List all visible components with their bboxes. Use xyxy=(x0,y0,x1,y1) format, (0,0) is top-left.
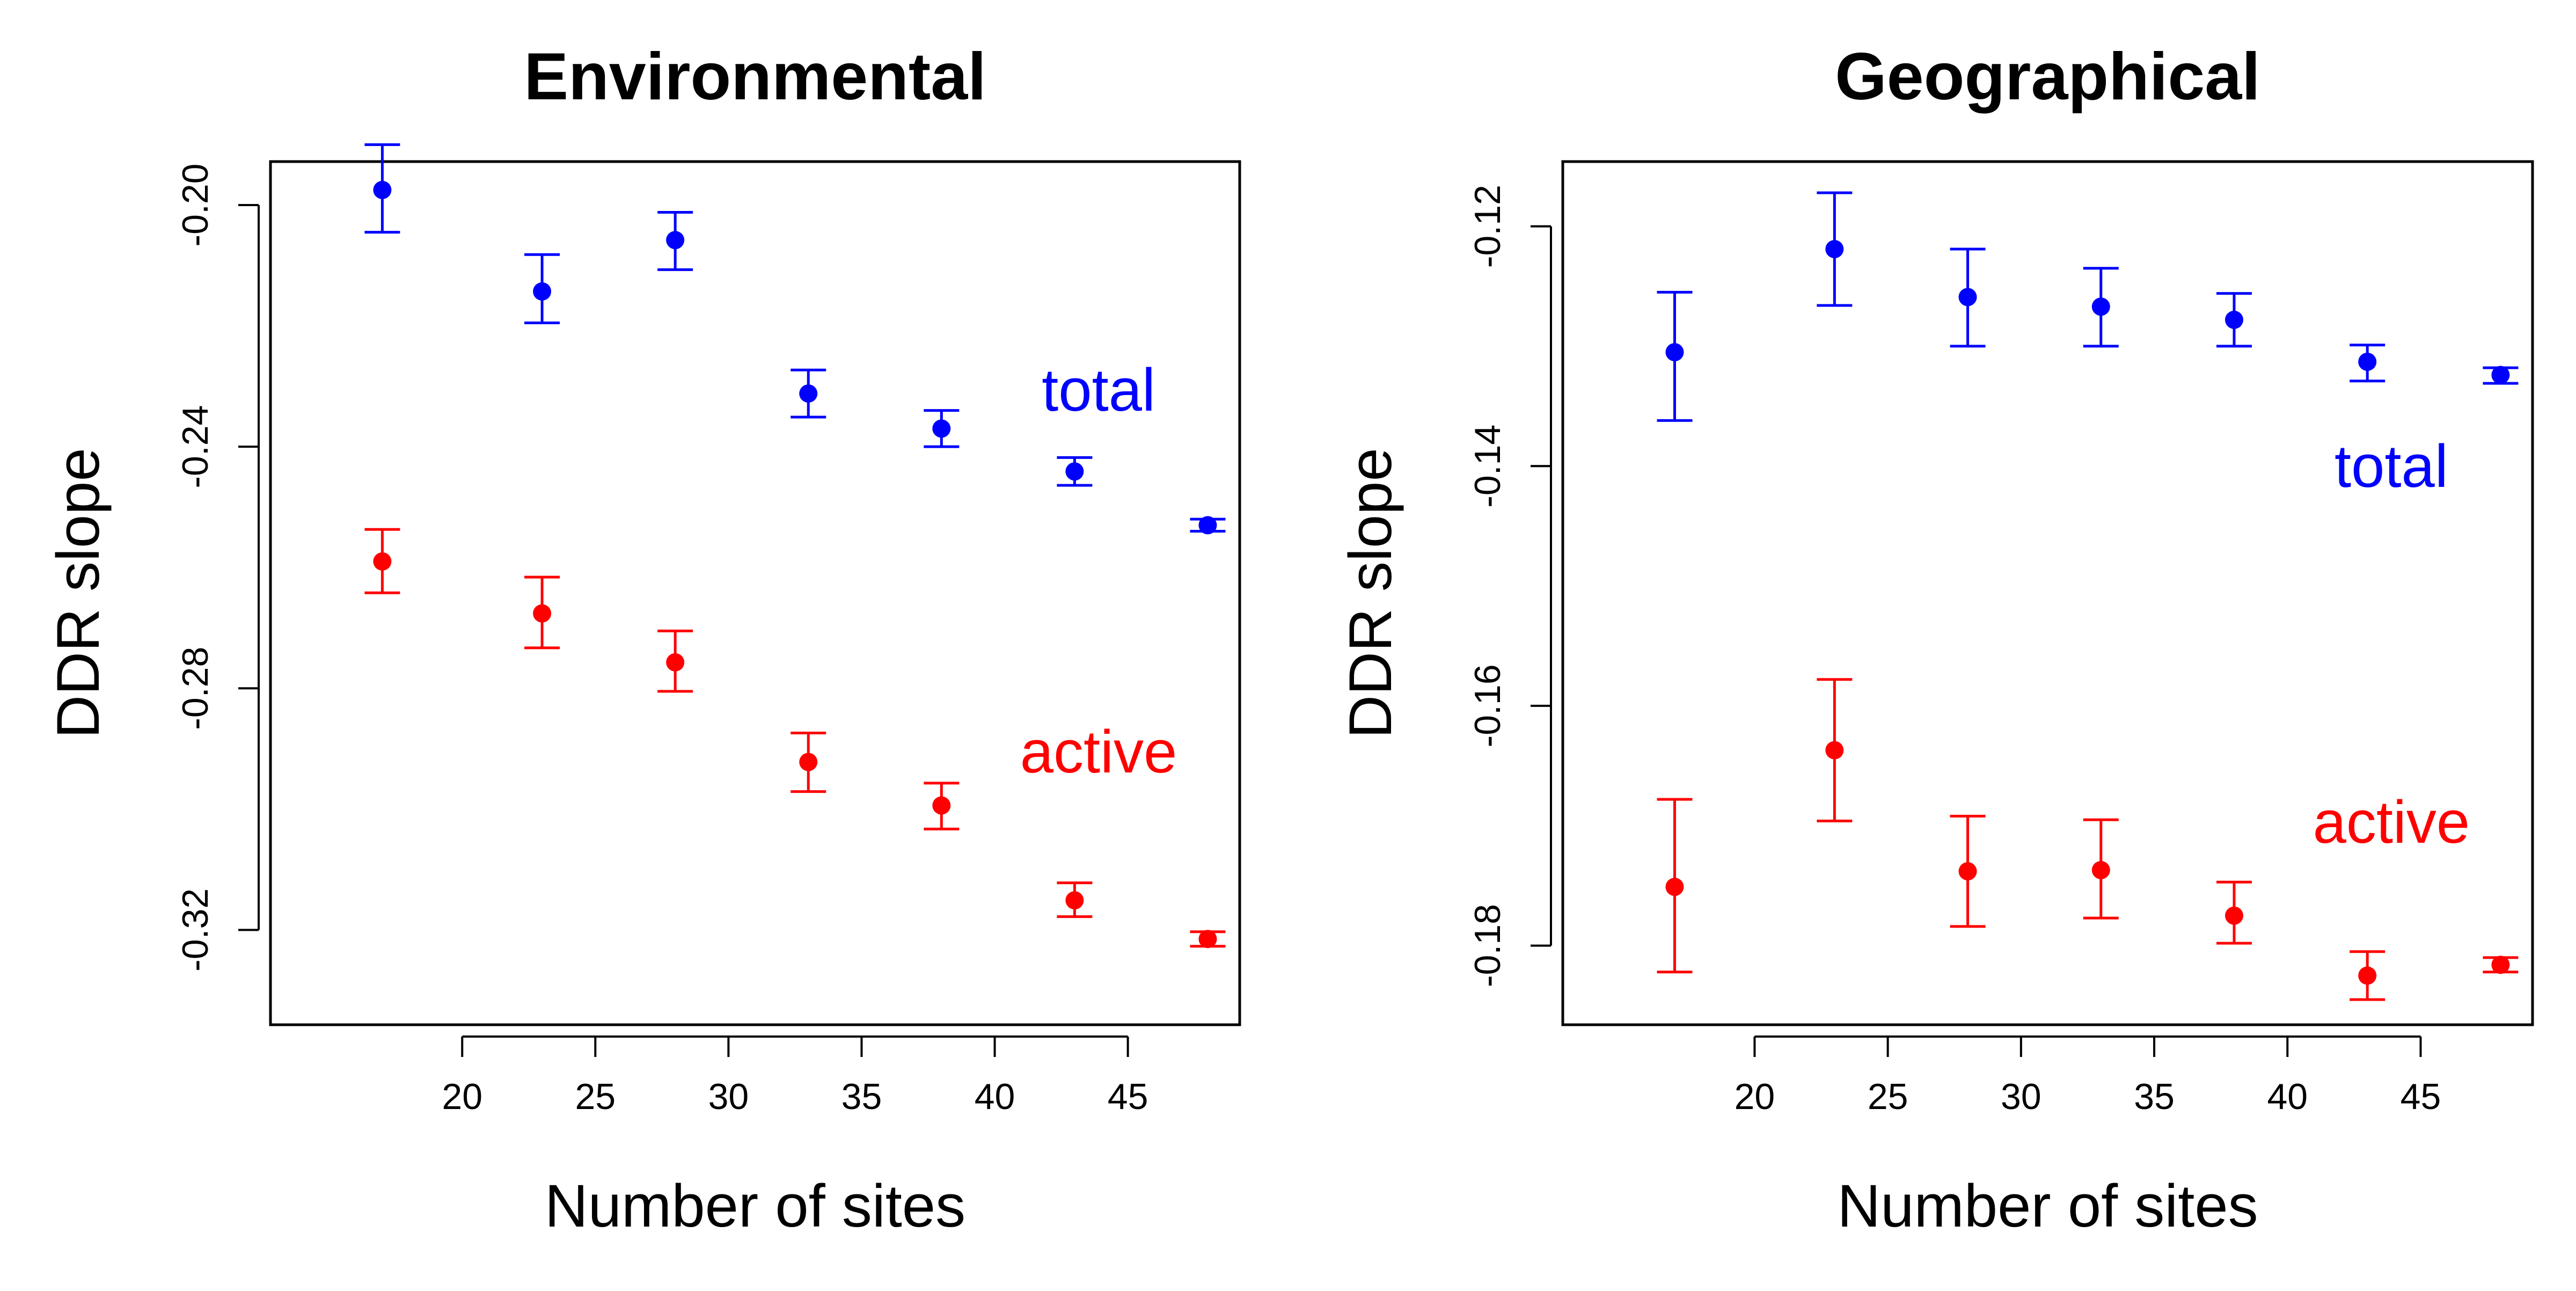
series-label-active: active xyxy=(1020,718,1177,785)
x-axis-label: Number of sites xyxy=(1837,1172,2258,1239)
x-tick-label: 30 xyxy=(708,1076,749,1117)
data-point xyxy=(932,419,951,438)
y-tick-label: -0.16 xyxy=(1467,664,1508,747)
data-point xyxy=(533,282,552,301)
data-point xyxy=(1825,741,1844,760)
plot-frame xyxy=(1561,160,2534,1026)
data-point xyxy=(666,653,685,672)
y-tick-label: -0.24 xyxy=(175,405,216,488)
series-active: active xyxy=(364,528,1226,949)
data-point xyxy=(799,384,818,403)
x-tick-label: 20 xyxy=(442,1076,482,1117)
data-point xyxy=(2225,906,2243,925)
data-point xyxy=(2091,297,2110,316)
data-point xyxy=(666,231,685,250)
x-tick-label: 35 xyxy=(841,1076,882,1117)
x-tick-label: 45 xyxy=(2401,1076,2441,1117)
data-point xyxy=(1065,891,1084,910)
x-tick-label: 40 xyxy=(2267,1076,2308,1117)
x-tick-label: 25 xyxy=(575,1076,616,1117)
data-point xyxy=(1065,462,1084,481)
data-point xyxy=(932,796,951,815)
chart-title: Geographical xyxy=(1835,40,2260,114)
data-point xyxy=(2491,366,2510,384)
plot-frame xyxy=(269,160,1241,1026)
data-point xyxy=(1665,343,1684,362)
x-tick-label: 30 xyxy=(2001,1076,2041,1117)
y-tick-label: -0.20 xyxy=(175,164,216,247)
x-tick-label: 35 xyxy=(2134,1076,2175,1117)
y-tick-label: -0.32 xyxy=(175,888,216,972)
y-tick-label: -0.28 xyxy=(175,647,216,730)
data-point xyxy=(373,552,392,571)
x-tick-label: 20 xyxy=(1735,1076,1775,1117)
chart-panel-0: Environmental 20 25 30 35 40 45 -0.20 -0.24 -0.28… xyxy=(45,40,1241,1239)
data-point xyxy=(1958,862,1977,881)
y-axis-label: DDR slope xyxy=(1337,448,1404,739)
series-label-active: active xyxy=(2313,789,2470,856)
series-label-total: total xyxy=(2334,433,2448,500)
x-tick-label: 25 xyxy=(1868,1076,1908,1117)
data-point xyxy=(1825,240,1844,259)
data-point xyxy=(2358,966,2377,985)
series-total: total xyxy=(364,143,1226,535)
y-tick-label: -0.18 xyxy=(1467,904,1508,987)
data-point xyxy=(2091,860,2110,879)
series-label-total: total xyxy=(1042,356,1155,424)
y-tick-label: -0.14 xyxy=(1467,425,1508,508)
data-point xyxy=(1665,878,1684,896)
series-total: total xyxy=(1657,191,2519,500)
x-tick-label: 40 xyxy=(975,1076,1015,1117)
data-point xyxy=(2491,956,2510,974)
data-point xyxy=(1198,930,1217,949)
data-point xyxy=(533,604,552,623)
chart-title: Environmental xyxy=(524,40,986,114)
data-point xyxy=(799,753,818,771)
y-axis-label: DDR slope xyxy=(45,448,112,739)
y-tick-label: -0.12 xyxy=(1467,185,1508,268)
data-point xyxy=(373,180,392,199)
series-active: active xyxy=(1657,678,2519,1001)
x-axis-label: Number of sites xyxy=(545,1172,965,1239)
data-point xyxy=(1958,288,1977,307)
data-point xyxy=(1198,516,1217,535)
chart-panel-1: Geographical 20 25 30 35 40 45 -0.12 -0.14 -0.16 -… xyxy=(1337,40,2534,1239)
x-tick-label: 45 xyxy=(1108,1076,1148,1117)
data-point xyxy=(2225,310,2243,329)
data-point xyxy=(2358,352,2377,371)
